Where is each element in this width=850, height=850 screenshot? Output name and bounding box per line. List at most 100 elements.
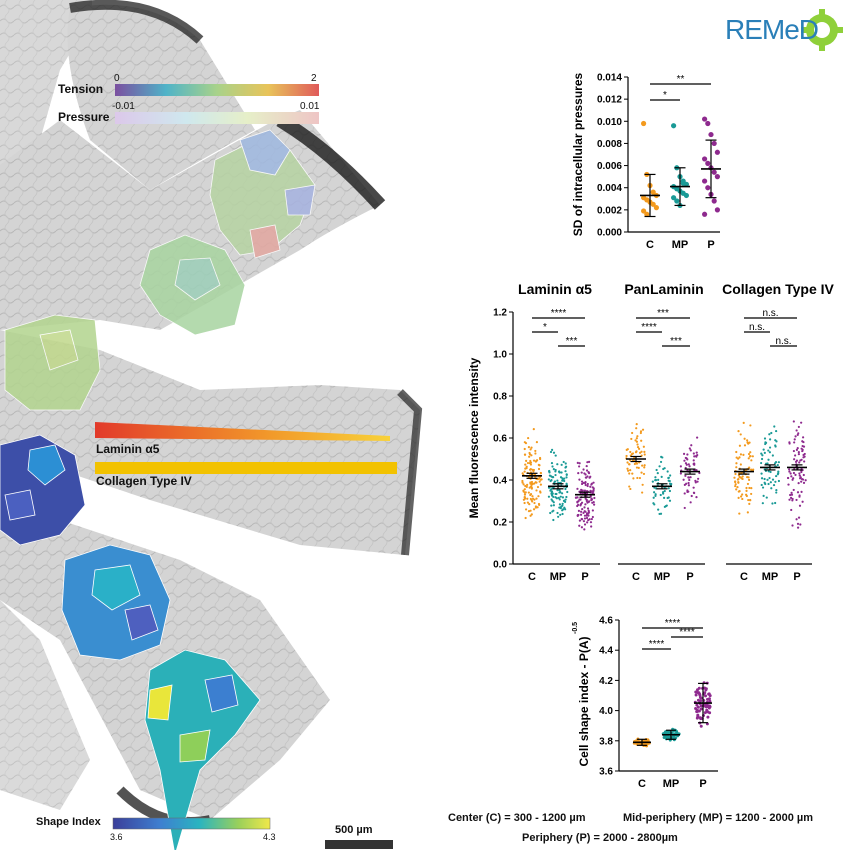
data-point — [523, 470, 526, 473]
gear-icon — [801, 9, 843, 51]
y-tick-label: 0.008 — [597, 139, 622, 150]
data-point — [670, 482, 673, 486]
significance-label: **** — [649, 639, 665, 650]
data-point — [554, 454, 557, 457]
data-point — [761, 502, 764, 505]
significance-label: **** — [641, 322, 657, 333]
data-point — [776, 473, 779, 476]
data-point — [733, 476, 736, 479]
data-point — [739, 433, 742, 436]
data-point — [547, 478, 550, 481]
footer-periphery: Periphery (P) = 2000 - 2800µm — [522, 832, 678, 844]
data-point — [802, 473, 805, 477]
data-point — [587, 509, 590, 512]
data-point — [659, 493, 662, 497]
data-point — [643, 453, 646, 456]
data-point — [591, 509, 594, 512]
data-point — [561, 512, 564, 516]
data-point — [552, 518, 555, 522]
data-point — [564, 462, 567, 465]
data-point — [535, 489, 538, 492]
data-point — [586, 484, 589, 488]
data-point — [694, 693, 698, 697]
data-point — [535, 441, 538, 444]
data-point — [524, 508, 528, 511]
significance-label: n.s. — [762, 308, 778, 319]
data-point — [639, 431, 642, 435]
data-point — [587, 472, 591, 475]
data-point — [743, 444, 747, 447]
data-point — [538, 456, 542, 460]
data-point — [734, 484, 737, 488]
data-point — [560, 463, 563, 466]
data-point — [589, 489, 592, 492]
data-point — [583, 517, 587, 520]
data-point — [625, 454, 628, 458]
data-point — [589, 521, 593, 524]
x-tick-label: C — [638, 778, 646, 790]
significance-label: ** — [677, 74, 685, 85]
data-point — [635, 440, 639, 443]
data-point — [671, 123, 677, 129]
data-point — [794, 473, 797, 476]
data-point — [523, 447, 526, 451]
data-point — [529, 459, 532, 463]
data-point — [559, 513, 562, 516]
data-point — [683, 492, 686, 495]
data-point — [530, 454, 533, 457]
data-point — [801, 478, 805, 481]
data-point — [654, 479, 657, 482]
data-point — [562, 508, 565, 511]
data-point — [706, 710, 710, 714]
data-point — [587, 512, 590, 515]
y-tick-label: 0.2 — [493, 518, 507, 529]
data-point — [692, 459, 695, 462]
data-point — [792, 449, 795, 453]
data-point — [774, 480, 777, 483]
data-point — [692, 452, 695, 455]
data-point — [587, 500, 590, 503]
data-point — [798, 494, 801, 497]
data-point — [690, 494, 693, 498]
data-point — [579, 498, 582, 501]
data-point — [686, 453, 689, 456]
data-point — [797, 450, 800, 454]
data-point — [583, 528, 586, 531]
data-point — [747, 498, 750, 502]
data-point — [687, 476, 690, 479]
x-tick-label: C — [646, 239, 654, 251]
data-point — [526, 461, 530, 465]
data-point — [527, 436, 530, 440]
data-point — [550, 504, 553, 507]
data-point — [526, 501, 530, 504]
data-point — [585, 476, 588, 479]
data-point — [699, 704, 703, 708]
data-point — [799, 523, 802, 526]
data-point — [801, 444, 804, 448]
data-point — [748, 441, 751, 444]
data-point — [530, 446, 533, 449]
data-point — [706, 715, 710, 719]
data-point — [533, 482, 536, 485]
data-point — [705, 160, 711, 166]
data-point — [687, 481, 690, 485]
data-point — [580, 517, 583, 521]
data-point — [638, 476, 642, 480]
data-point — [771, 478, 775, 481]
data-point — [529, 485, 533, 488]
data-point — [566, 490, 569, 494]
data-point — [802, 440, 805, 444]
data-point — [561, 478, 564, 482]
data-point — [769, 481, 772, 484]
data-point — [735, 466, 738, 469]
data-point — [775, 429, 778, 433]
tension-max: 2 — [311, 73, 317, 84]
data-point — [636, 476, 639, 480]
data-point — [802, 453, 805, 457]
panel-title: PanLaminin — [624, 281, 703, 297]
data-point — [563, 477, 566, 480]
data-point — [761, 486, 765, 489]
data-point — [580, 510, 583, 513]
data-point — [795, 518, 798, 521]
footer-center: Center (C) = 300 - 1200 µm — [448, 812, 586, 824]
